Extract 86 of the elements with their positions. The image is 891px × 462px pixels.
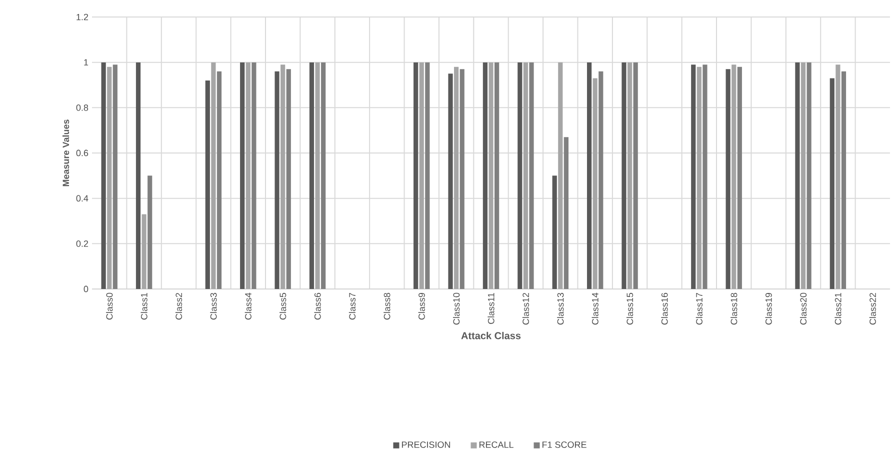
bar	[552, 176, 557, 289]
bar	[622, 62, 626, 289]
x-tick-label: Class3	[210, 292, 217, 320]
bar	[286, 69, 291, 289]
bar	[252, 62, 256, 289]
bar	[836, 64, 840, 289]
x-tick-label: Class19	[765, 292, 772, 325]
bar	[482, 62, 488, 289]
x-tick-label: Class6	[314, 292, 321, 320]
bar	[240, 62, 245, 289]
bar	[806, 62, 812, 289]
x-tick-label: Class20	[800, 292, 807, 325]
bar	[136, 62, 141, 289]
x-tick-label: Class10	[453, 292, 460, 325]
bar	[633, 62, 638, 289]
bar	[598, 71, 604, 289]
bar	[726, 69, 730, 289]
bar	[101, 62, 106, 289]
bar	[737, 66, 742, 289]
bar	[148, 176, 152, 289]
x-tick-label: Class0	[106, 292, 113, 320]
x-axis-title: Attack Class	[461, 332, 521, 340]
bar	[414, 62, 418, 289]
bar	[460, 69, 464, 289]
x-tick-label: Class8	[384, 292, 390, 320]
bar	[211, 62, 216, 289]
x-tick-label: Class13	[557, 292, 564, 325]
bar	[107, 66, 112, 289]
x-tick-label: Class16	[661, 292, 668, 325]
bar	[702, 64, 708, 289]
y-axis-title: Measure Values	[62, 120, 70, 186]
bar	[419, 62, 424, 289]
bar	[795, 62, 800, 289]
bar	[592, 78, 598, 289]
y-tick-label: 0.8	[76, 104, 88, 111]
bar	[564, 137, 568, 289]
bar	[274, 71, 280, 289]
x-tick-label: Class11	[488, 292, 494, 324]
bar	[696, 66, 702, 289]
x-tick-label: Class4	[244, 292, 252, 320]
x-tick-label: Class15	[626, 292, 634, 325]
bar	[454, 66, 459, 289]
x-tick-label: Class17	[696, 292, 702, 325]
legend-label: PRECISION	[402, 441, 450, 448]
bar	[732, 64, 736, 289]
bar	[841, 71, 846, 289]
bar	[586, 62, 592, 289]
x-tick-label: Class21	[834, 292, 842, 325]
bar	[448, 74, 453, 289]
bar	[558, 62, 563, 289]
x-tick-label: Class12	[522, 292, 530, 325]
y-tick-label: 0.2	[76, 240, 88, 247]
y-tick-label: 0.4	[76, 195, 88, 202]
bar	[205, 80, 210, 289]
x-tick-label: Class18	[730, 292, 738, 325]
bar	[529, 62, 534, 289]
x-tick-label: Class2	[175, 292, 182, 320]
y-tick-label: 0.6	[76, 150, 88, 156]
y-tick-label: 0	[84, 286, 88, 292]
y-tick-label: 1	[84, 59, 88, 66]
x-tick-label: Class9	[418, 292, 425, 320]
bar	[494, 62, 500, 289]
x-tick-label: Class1	[140, 292, 148, 320]
bar	[112, 64, 118, 289]
bar	[216, 71, 222, 289]
bar	[488, 62, 494, 289]
bar	[246, 62, 250, 289]
bar	[627, 62, 632, 289]
bar	[691, 64, 696, 289]
x-tick-label: Class22	[869, 292, 876, 325]
legend-label: RECALL	[479, 441, 514, 448]
bar	[142, 214, 146, 289]
legend-label: F1 SCORE	[542, 441, 586, 448]
bar	[280, 64, 286, 289]
x-tick-label: Class5	[280, 292, 286, 320]
bar	[315, 62, 320, 289]
x-tick-label: Class14	[592, 292, 598, 325]
bar	[309, 62, 314, 289]
bar	[518, 62, 522, 289]
bar	[800, 62, 806, 289]
bar	[425, 62, 430, 289]
x-tick-label: Class7	[348, 292, 356, 320]
bar	[523, 62, 528, 289]
bar	[321, 62, 326, 289]
y-tick-label: 1.2	[76, 14, 88, 20]
bar	[830, 78, 834, 289]
